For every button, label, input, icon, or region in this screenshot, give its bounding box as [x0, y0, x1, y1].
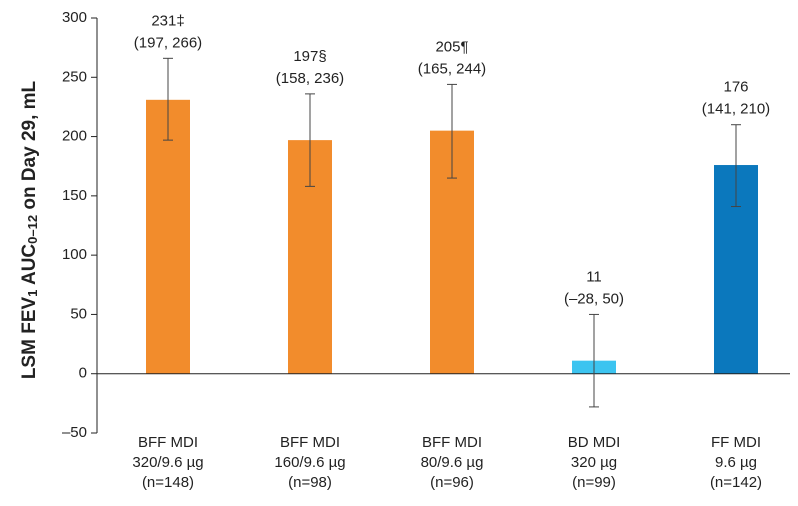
- ci-label: (141, 210): [702, 101, 770, 118]
- value-label: 205¶: [435, 38, 468, 55]
- x-tick-label: (n=99): [572, 474, 616, 491]
- x-tick-label: FF MDI: [711, 434, 761, 451]
- x-tick-label: BFF MDI: [138, 434, 198, 451]
- y-axis-label-part: LSM FEV: [19, 297, 40, 380]
- ci-label: (158, 236): [276, 70, 344, 87]
- y-tick-label: 0: [79, 365, 87, 382]
- value-label: 197§: [293, 48, 326, 65]
- value-label: 176: [723, 79, 748, 96]
- x-tick-label: BFF MDI: [280, 434, 340, 451]
- x-tick-label: BFF MDI: [422, 434, 482, 451]
- x-tick-label: 160/9.6 µg: [274, 454, 345, 471]
- value-label: 231‡: [151, 12, 184, 29]
- y-tick-label: 200: [62, 128, 87, 145]
- y-tick-label: –50: [62, 424, 87, 441]
- ci-label: (165, 244): [418, 60, 486, 77]
- y-axis-label-part: on Day 29, mL: [19, 80, 40, 214]
- x-tick-label: BD MDI: [568, 434, 621, 451]
- x-tick-label: 320 µg: [571, 454, 617, 471]
- x-tick-label: (n=98): [288, 474, 332, 491]
- y-axis-label-part: AUC: [19, 244, 40, 290]
- x-tick-label: (n=96): [430, 474, 474, 491]
- value-label: 11: [586, 268, 602, 285]
- y-tick-label: 300: [62, 9, 87, 26]
- x-tick-label: (n=142): [710, 474, 762, 491]
- x-tick-label: 9.6 µg: [715, 454, 757, 471]
- y-tick-label: 150: [62, 187, 87, 204]
- y-tick-label: 50: [70, 305, 87, 322]
- x-tick-label: (n=148): [142, 474, 194, 491]
- y-axis-label-part: 0–12: [25, 215, 40, 244]
- ci-label: (197, 266): [134, 34, 202, 51]
- y-axis-label-part: 1: [25, 290, 40, 297]
- y-tick-label: 100: [62, 246, 87, 263]
- y-tick-label: 250: [62, 68, 87, 85]
- y-axis-label: LSM FEV1 AUC0–12 on Day 29, mL: [19, 80, 40, 379]
- x-tick-label: 80/9.6 µg: [421, 454, 484, 471]
- x-tick-label: 320/9.6 µg: [132, 454, 203, 471]
- ci-label: (–28, 50): [564, 290, 624, 307]
- bar: [146, 99, 190, 374]
